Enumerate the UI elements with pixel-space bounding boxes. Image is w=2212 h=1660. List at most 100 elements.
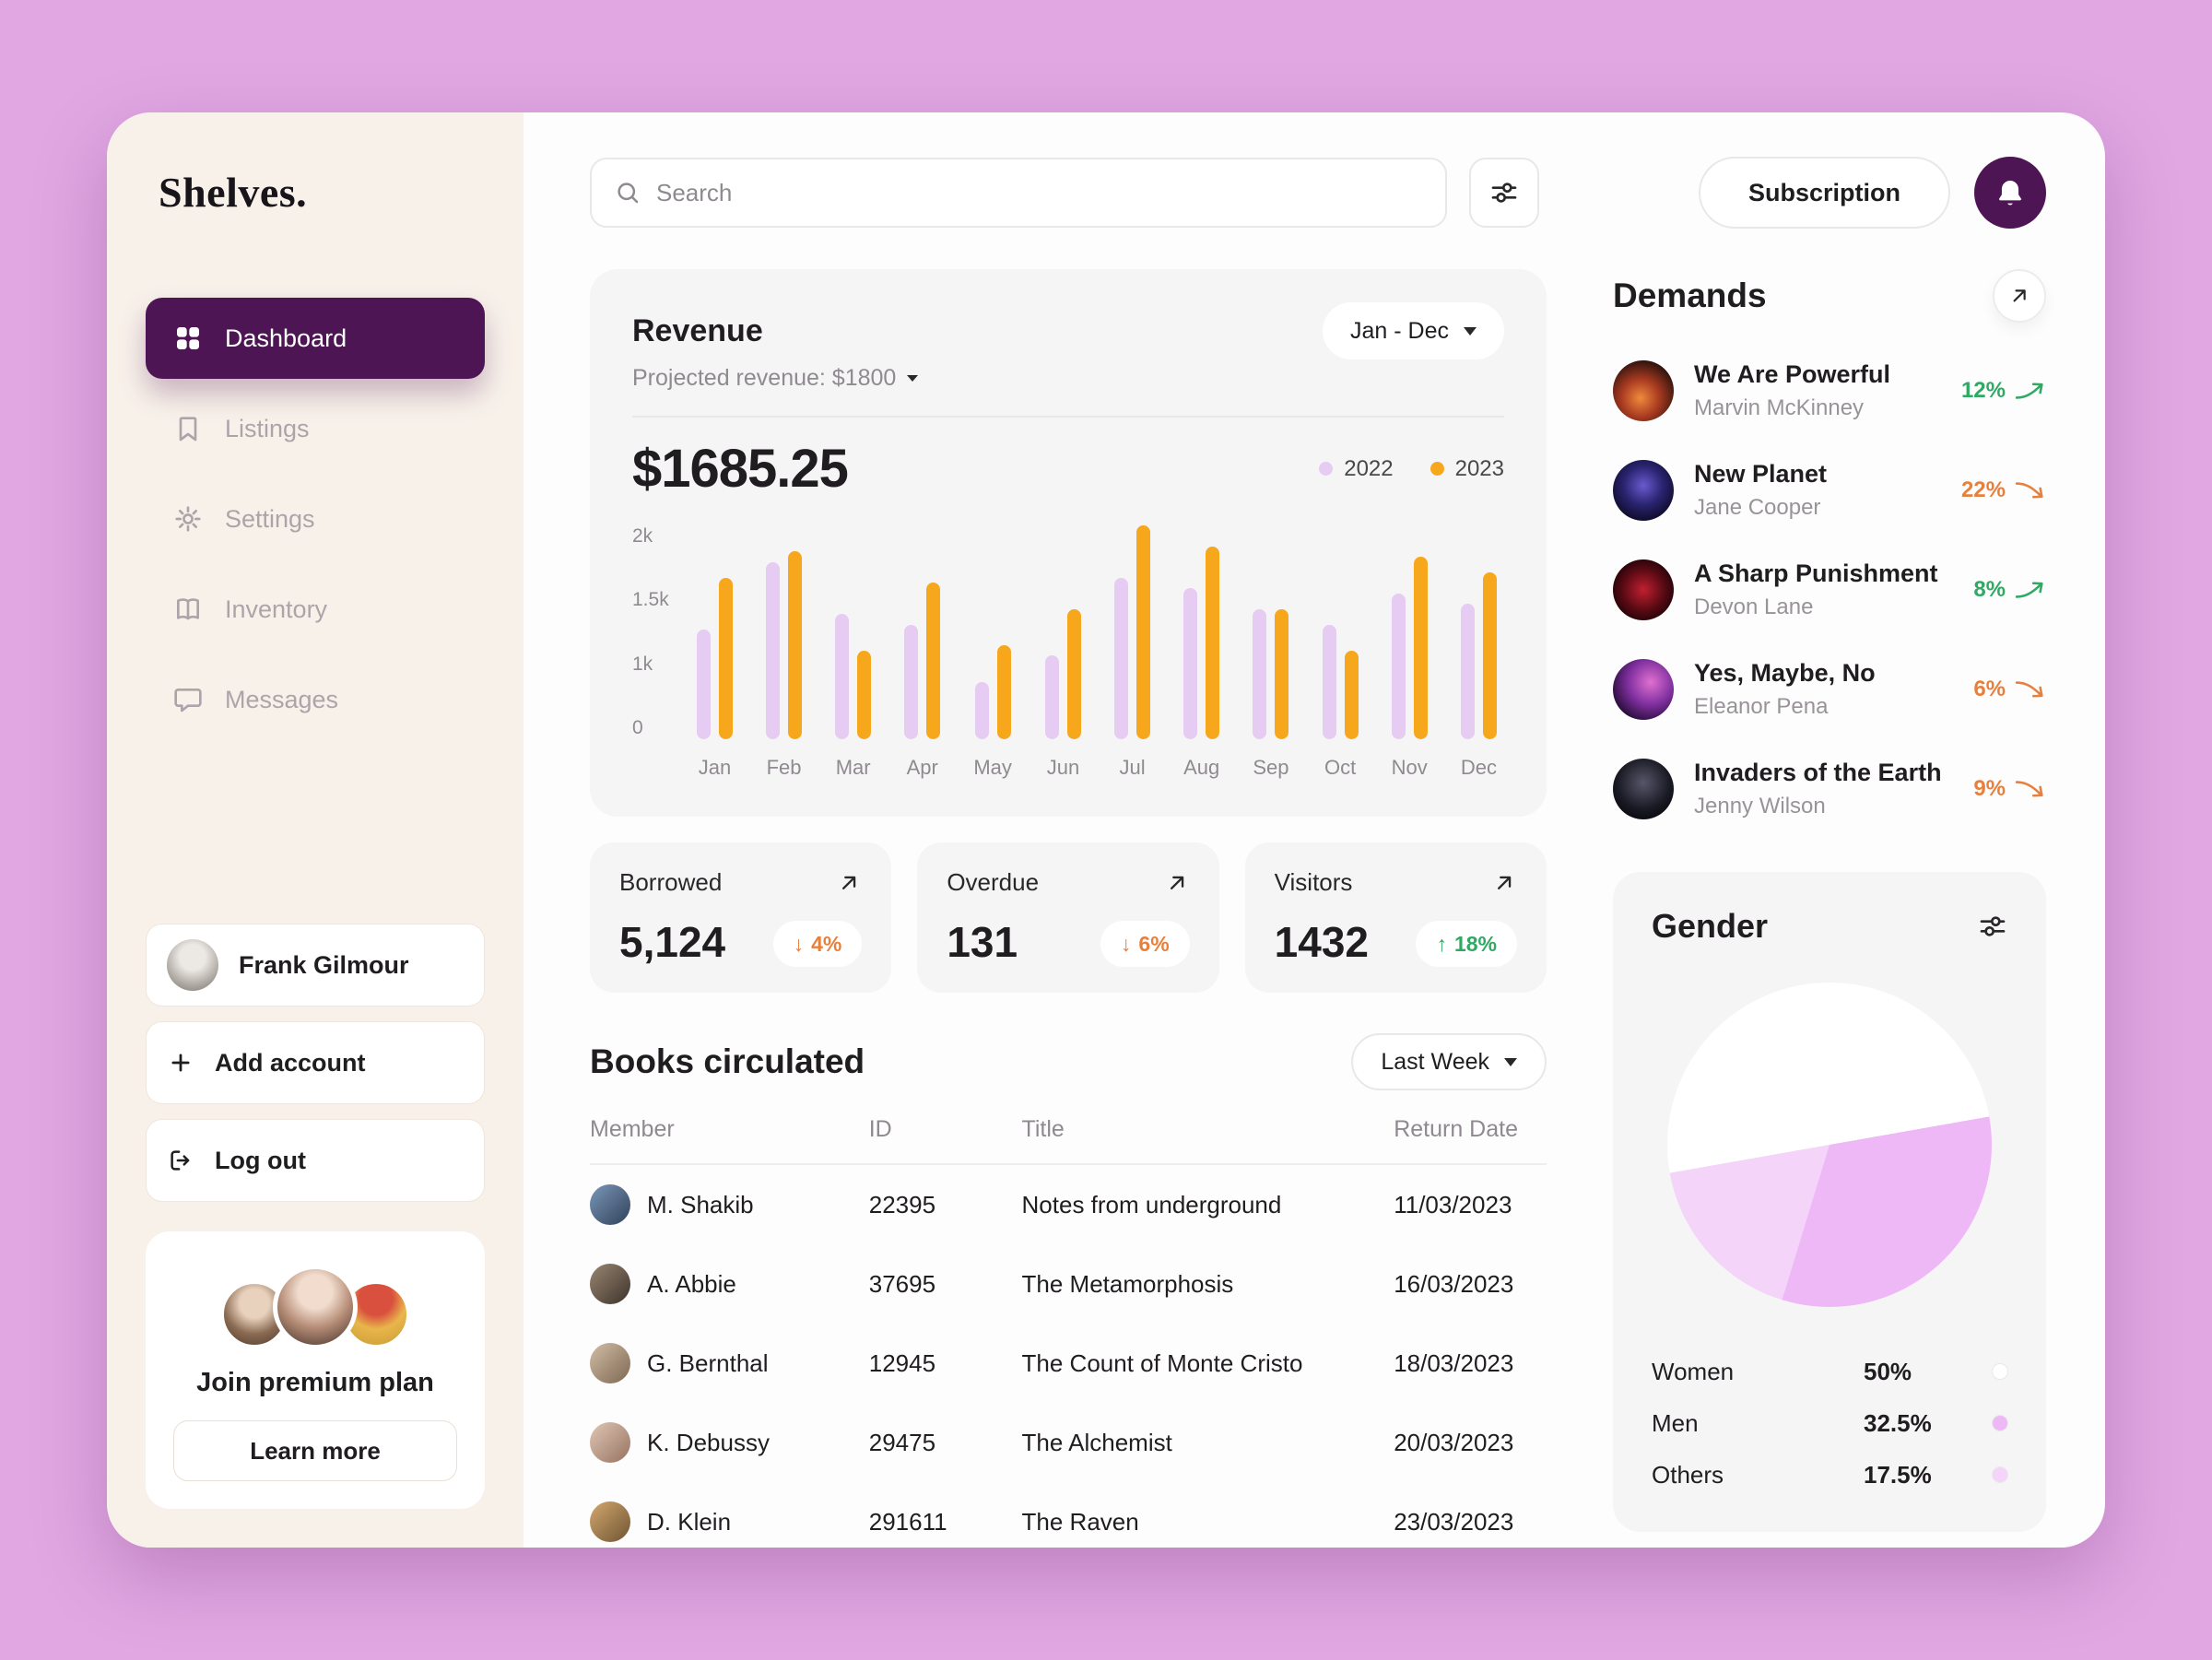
subscription-button[interactable]: Subscription [1698, 157, 1950, 229]
sidebar-item-listings[interactable]: Listings [146, 388, 485, 469]
stat-card[interactable]: Visitors 1432 18% [1244, 842, 1547, 993]
legend-label: 2023 [1454, 455, 1504, 481]
chart-legend: 2022 2023 [1319, 456, 1504, 482]
demands-expand-button[interactable] [1993, 269, 2046, 323]
chart-month-group: May [973, 525, 1012, 780]
gender-dot [1993, 1416, 2007, 1430]
table-cell-title: Notes from underground [1021, 1190, 1282, 1219]
projected-revenue-label: Projected revenue: $1800 [632, 365, 897, 391]
gender-title: Gender [1652, 907, 1769, 945]
chart-months: Jan Feb Mar Apr May Jun [689, 525, 1504, 780]
demand-info: A Sharp Punishment Devon Lane [1694, 559, 1953, 620]
gender-pie [1667, 983, 1992, 1307]
columns: Revenue Jan - Dec Projected revenue: $18… [590, 269, 2046, 1548]
table-cell-id: 29475 [868, 1428, 936, 1456]
projected-revenue-dropdown[interactable]: Projected revenue: $1800 [632, 365, 1504, 392]
stat-delta-value: 6% [1138, 931, 1170, 956]
search-bar[interactable] [590, 158, 1447, 228]
trend-up-icon [2015, 582, 2043, 598]
stat-card[interactable]: Borrowed 5,124 4% [590, 842, 892, 993]
sidebar-item-label: Dashboard [225, 324, 347, 352]
stat-card[interactable]: Overdue 131 6% [917, 842, 1219, 993]
column-header-id: ID [868, 1116, 892, 1142]
sidebar-item-label: Messages [225, 685, 339, 713]
table-row[interactable]: G. Bernthal 12945 The Count of Monte Cri… [590, 1324, 1547, 1403]
filter-button[interactable] [1469, 158, 1539, 228]
revenue-amount: $1685.25 [632, 439, 849, 499]
arrow-up-right-icon[interactable] [836, 870, 862, 896]
member-name: D. Klein [647, 1507, 732, 1536]
gender-value: 32.5% [1864, 1408, 1932, 1437]
chart-month-label: Sep [1253, 756, 1289, 779]
table-cell-id: 12945 [868, 1348, 936, 1377]
stat-value: 5,124 [619, 918, 726, 966]
column-header-title: Title [1021, 1116, 1065, 1142]
table-row[interactable]: K. Debussy 29475 The Alchemist 20/03/202… [590, 1403, 1547, 1482]
demand-book-author: Jenny Wilson [1694, 794, 1826, 818]
table-cell-id: 37695 [868, 1269, 936, 1298]
sidebar-item-dashboard[interactable]: Dashboard [146, 298, 485, 379]
learn-more-button[interactable]: Learn more [173, 1420, 457, 1481]
member-avatar [590, 1184, 630, 1225]
demands-list: We Are Powerful Marvin McKinney 12% New … [1613, 341, 2046, 839]
table-cell-member: A. Abbie [590, 1264, 869, 1304]
chart-bar [1391, 593, 1406, 739]
chart-month-group: Oct [1322, 525, 1359, 780]
notifications-button[interactable] [1974, 157, 2046, 229]
search-input[interactable] [656, 178, 1423, 207]
topbar: Subscription [590, 157, 2046, 229]
table-row[interactable]: M. Shakib 22395 Notes from underground 1… [590, 1165, 1547, 1244]
demand-delta: 8% [1973, 577, 2006, 602]
demand-item[interactable]: We Are Powerful Marvin McKinney 12% [1613, 341, 2046, 441]
table-cell-id: 291611 [868, 1507, 947, 1536]
chart-month-group: Nov [1392, 525, 1428, 780]
chart-bar [1275, 608, 1289, 739]
books-filter-dropdown[interactable]: Last Week [1351, 1033, 1547, 1090]
bookmark-icon [179, 417, 197, 441]
sliders-icon[interactable] [1978, 912, 2007, 941]
trend-up-icon [2015, 383, 2043, 399]
sidebar-item-settings[interactable]: Settings [146, 478, 485, 559]
user-name: Frank Gilmour [239, 950, 409, 979]
member-name: A. Abbie [647, 1269, 736, 1298]
book-cover [1613, 360, 1674, 421]
gender-card: Gender Women 50% Men 32.5% [1613, 872, 2046, 1532]
premium-avatars [173, 1263, 457, 1349]
gender-legend-row: Others 17.5% [1652, 1449, 2007, 1501]
column-header-member: Member [590, 1116, 675, 1142]
book-cover [1613, 460, 1674, 521]
logout-button[interactable]: Log out [146, 1119, 485, 1202]
chart-bar [719, 577, 733, 739]
chart-month-label: May [973, 756, 1012, 779]
date-range-label: Jan - Dec [1350, 317, 1449, 344]
arrow-up-right-icon[interactable] [1491, 870, 1517, 896]
stat-value: 1432 [1274, 918, 1369, 966]
arrow-up-right-icon[interactable] [1164, 870, 1190, 896]
demand-info: Invaders of the Earth Jenny Wilson [1694, 759, 1953, 819]
table-row[interactable]: D. Klein 291611 The Raven 23/03/2023 [590, 1482, 1547, 1548]
demand-item[interactable]: A Sharp Punishment Devon Lane 8% [1613, 540, 2046, 640]
table-cell-member: M. Shakib [590, 1184, 869, 1225]
chevron-down-icon [907, 375, 919, 382]
revenue-bar-chart: 2k 1.5k 1k 0 Jan Feb Mar [632, 525, 1504, 780]
sidebar-item-inventory[interactable]: Inventory [146, 569, 485, 650]
user-account[interactable]: Frank Gilmour [146, 924, 485, 1007]
chart-month-group: Jun [1044, 525, 1081, 780]
chart-month-label: Jan [698, 756, 732, 779]
demand-item[interactable]: Yes, Maybe, No Eleanor Pena 6% [1613, 640, 2046, 739]
app-window: Shelves. Dashboard Listings Settings Inv… [107, 112, 2105, 1548]
chart-month-group: Aug [1183, 525, 1219, 780]
topbar-right: Subscription [1698, 157, 2046, 229]
chart-bar-pair [766, 525, 803, 739]
demand-item[interactable]: Invaders of the Earth Jenny Wilson 9% [1613, 739, 2046, 839]
table-row[interactable]: A. Abbie 37695 The Metamorphosis 16/03/2… [590, 1244, 1547, 1324]
demand-item[interactable]: New Planet Jane Cooper 22% [1613, 441, 2046, 540]
legend-dot [1319, 462, 1334, 476]
add-account-button[interactable]: Add account [146, 1021, 485, 1104]
books-table: Member ID Title Return Date M. Shakib 22… [590, 1116, 1547, 1548]
gender-legend-row: Men 32.5% [1652, 1397, 2007, 1449]
books-title: Books circulated [590, 1042, 865, 1080]
avatar [273, 1265, 358, 1349]
date-range-dropdown[interactable]: Jan - Dec [1323, 302, 1504, 359]
sidebar-item-messages[interactable]: Messages [146, 659, 485, 740]
